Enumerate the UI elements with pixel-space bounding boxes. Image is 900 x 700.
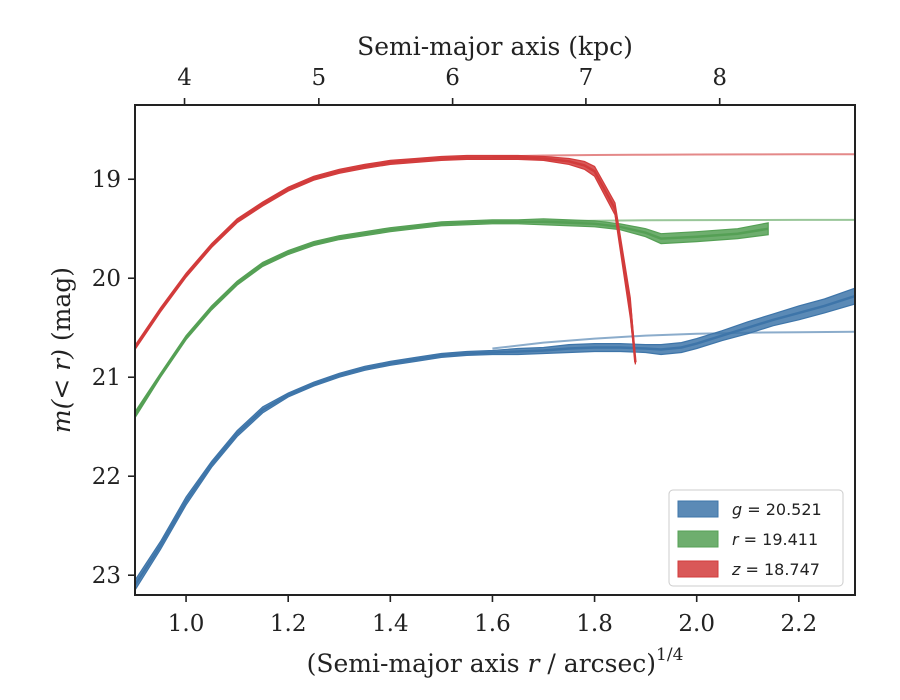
y-axis-title: m(< r) (mag) bbox=[47, 267, 76, 433]
xlabel-suffix: / arcsec) bbox=[539, 649, 656, 678]
xlabel-var: r bbox=[528, 649, 542, 678]
xlabel-prefix: (Semi-major axis bbox=[307, 649, 528, 678]
top-tick-label: 5 bbox=[312, 65, 327, 91]
plot-area bbox=[135, 153, 855, 592]
legend-swatch-g bbox=[677, 500, 719, 518]
series-r-line bbox=[135, 220, 769, 416]
top-tick-label: 4 bbox=[177, 65, 192, 91]
xlabel-exponent: 1/4 bbox=[656, 645, 683, 665]
legend-label-g: g = 20.521 bbox=[732, 500, 822, 519]
y-tick-label: 22 bbox=[92, 464, 121, 490]
series-g-line bbox=[135, 294, 855, 586]
top-tick-label: 6 bbox=[445, 65, 460, 91]
plot-frame bbox=[134, 104, 856, 596]
top-tick-label: 8 bbox=[712, 65, 727, 91]
top-tick-label: 7 bbox=[579, 65, 594, 91]
series-r-band bbox=[135, 218, 769, 419]
legend-swatch-z bbox=[677, 560, 719, 578]
legend: g = 20.521 r = 19.411 z = 18.747 bbox=[668, 489, 844, 587]
y-tick-label: 23 bbox=[92, 563, 121, 589]
top-axis-title: Semi-major axis (kpc) bbox=[357, 32, 633, 61]
x-tick-label: 2.2 bbox=[781, 611, 818, 637]
x-tick-label: 1.4 bbox=[372, 611, 409, 637]
legend-label-z: z = 18.747 bbox=[731, 560, 820, 579]
y-tick-label: 21 bbox=[92, 365, 121, 391]
series-z-model-curve bbox=[492, 153, 855, 158]
series-g-model-curve bbox=[492, 330, 855, 350]
legend-label-r: r = 19.411 bbox=[732, 530, 818, 549]
tick-marks: 1.0 1.2 1.4 1.6 1.8 2.0 2.2 19 20 21 22 23 4 5 6 7 8 bbox=[92, 65, 817, 637]
ylabel-var: m(< r) bbox=[47, 349, 76, 433]
y-tick-label: 19 bbox=[92, 167, 121, 193]
x-tick-label: 1.2 bbox=[270, 611, 307, 637]
y-tick-label: 20 bbox=[92, 266, 121, 292]
x-tick-label: 1.6 bbox=[474, 611, 511, 637]
x-tick-label: 1.0 bbox=[168, 611, 205, 637]
ylabel-suffix: (mag) bbox=[47, 267, 76, 349]
bottom-axis-title: (Semi-major axis r / arcsec)1/4 bbox=[307, 645, 684, 678]
series-z-band bbox=[135, 154, 636, 365]
x-tick-label: 1.8 bbox=[576, 611, 613, 637]
legend-swatch-r bbox=[677, 530, 719, 548]
series-z-line bbox=[135, 156, 637, 363]
x-tick-label: 2.0 bbox=[678, 611, 715, 637]
